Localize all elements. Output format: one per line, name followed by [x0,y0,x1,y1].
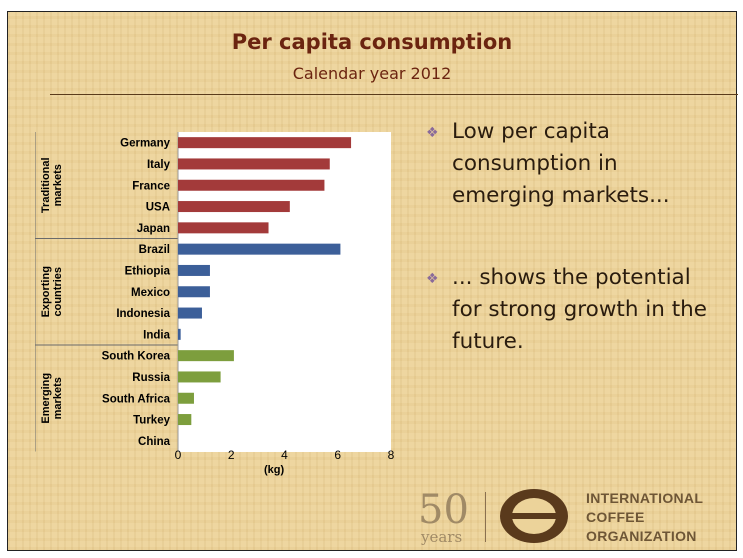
bullet-diamond-icon: ❖ [426,125,439,141]
x-tick-label: 8 [388,448,395,462]
x-tick-labels: 0 2 4 6 8 [175,448,395,462]
bar-south-africa [178,392,194,404]
bar-brazil [178,243,341,255]
x-axis-label: (kg) [264,464,285,476]
category-label: France [132,180,170,192]
bullet-text: Low per capita consumption in emerging m… [452,119,670,208]
logo-divider [485,492,486,542]
category-label: Italy [147,159,171,171]
bar-japan [178,222,269,234]
org-name-line: COFFEE [586,509,645,525]
anniversary-word: years [421,528,463,546]
slide-subtitle: Calendar year 2012 [292,64,452,83]
bar-germany [178,137,352,149]
bar-india [178,328,181,340]
x-tick-label: 4 [281,448,288,462]
consumption-bar-chart: Traditionalmarkets Exportingcountries Emer… [35,132,395,476]
category-label: USA [146,202,170,214]
category-label: India [143,329,170,341]
coffee-bean-logo-icon [500,489,568,543]
category-label: Ethiopia [125,265,171,277]
category-label: China [138,436,171,448]
slide: Per capita consumption Calendar year 201… [7,11,738,551]
category-label: Brazil [139,244,170,256]
bar-mexico [178,286,210,298]
group-label: Traditionalmarkets [40,157,64,213]
bar-usa [178,201,290,213]
group-label: Exportingcountries [40,266,64,317]
category-label: Japan [137,223,170,235]
bar-italy [178,158,330,170]
category-label: Russia [132,372,170,384]
bars [178,137,352,426]
x-tick-label: 2 [228,448,235,462]
x-tick-label: 6 [334,448,341,462]
category-label: Germany [120,138,170,150]
category-label: South Korea [102,351,171,363]
bar-france [178,179,325,191]
bar-ethiopia [178,264,210,276]
bullet-item: ❖ Low per capita consumption in emerging… [426,116,726,212]
org-name-line: ORGANIZATION [586,528,697,544]
slide-title: Per capita consumption [231,30,513,54]
bullet-text: ... shows the potential for strong growt… [452,265,708,354]
category-label: Indonesia [116,308,170,320]
bar-russia [178,371,221,383]
title-divider [50,94,738,95]
bar-indonesia [178,307,202,319]
group-labels: Traditionalmarkets Exportingcountries Emer… [40,157,64,423]
org-name-line: INTERNATIONAL [586,490,704,506]
bullet-item: ❖ ... shows the potential for strong gro… [426,262,726,358]
category-label: Mexico [131,287,170,299]
bullet-diamond-icon: ❖ [426,271,439,287]
group-label: Emergingmarkets [40,373,64,424]
category-label: South Africa [102,393,171,405]
bar-south-korea [178,350,234,362]
bar-turkey [178,414,192,426]
category-label: Turkey [133,415,170,427]
anniversary-number: 50 [418,487,469,533]
category-labels: Germany Italy France USA Japan Brazil Ethiopia… [102,138,171,448]
x-tick-label: 0 [175,448,182,462]
